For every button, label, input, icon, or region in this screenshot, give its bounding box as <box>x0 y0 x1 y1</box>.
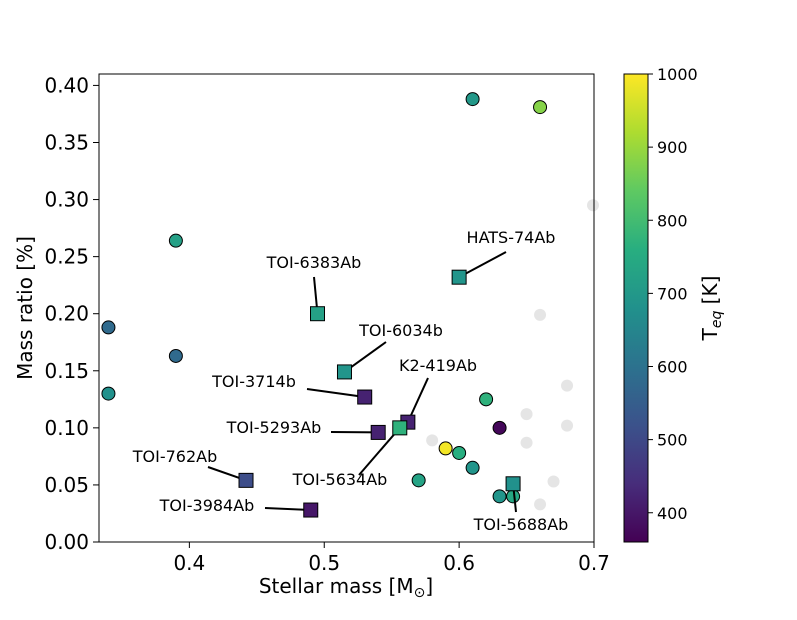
planet-circle-point <box>452 445 467 460</box>
planet-annotation-label: TOI-5293Ab <box>226 418 322 437</box>
planet-circle-point <box>168 233 183 248</box>
planet-square-point <box>303 502 319 518</box>
y-tick-label: 0.20 <box>44 302 89 326</box>
planet-annotation-label: TOI-6383Ab <box>266 253 362 272</box>
planet-square-point <box>357 389 373 405</box>
x-axis-title: Stellar mass [M⊙] <box>259 574 433 601</box>
background-point <box>426 434 439 447</box>
planet-circle-point <box>411 473 426 488</box>
colorbar-tick-label: 800 <box>657 211 688 230</box>
planet-circle-point <box>465 460 480 475</box>
y-tick-label: 0.10 <box>44 416 89 440</box>
planet-annotation-label: TOI-6034b <box>358 321 443 340</box>
planet-square-point <box>336 364 352 380</box>
colorbar-tick-label: 600 <box>657 358 688 377</box>
planet-circle-point <box>101 386 116 401</box>
annotation-line <box>358 427 401 476</box>
colorbar-tick-label: 400 <box>657 504 688 523</box>
plot-frame <box>98 73 595 543</box>
planet-circle-point <box>533 100 548 115</box>
y-tick-label: 0.15 <box>44 359 89 383</box>
planet-square-point <box>392 420 408 436</box>
background-point <box>520 436 533 449</box>
background-point <box>561 419 574 432</box>
background-point <box>534 498 547 511</box>
planet-circle-point <box>492 420 507 435</box>
y-tick-label: 0.30 <box>44 188 89 212</box>
planet-circle-point <box>101 320 116 335</box>
y-tick-label: 0.05 <box>44 473 89 497</box>
colorbar-tick-label: 700 <box>657 284 688 303</box>
colorbar-tick-label: 1000 <box>657 65 698 84</box>
planet-annotation-label: TOI-5688Ab <box>473 515 569 534</box>
colorbar-tick-label: 900 <box>657 138 688 157</box>
planet-annotation-label: HATS-74Ab <box>467 228 556 247</box>
background-point <box>534 308 547 321</box>
planet-square-point <box>505 476 521 492</box>
planet-circle-point <box>438 441 453 456</box>
x-tick-label: 0.5 <box>308 551 340 575</box>
planet-circle-point <box>479 392 494 407</box>
annotation-line <box>264 507 311 512</box>
planet-annotation-label: K2-419Ab <box>399 356 477 375</box>
planet-circle-point <box>492 489 507 504</box>
x-tick-label: 0.7 <box>578 551 610 575</box>
planet-circle-point <box>168 348 183 363</box>
colorbar-tick-label: 500 <box>657 431 688 450</box>
planet-annotation-label: TOI-3984Ab <box>159 496 255 515</box>
background-point <box>561 379 574 392</box>
y-axis-title: Mass ratio [%] <box>13 236 37 380</box>
planet-square-point <box>451 269 467 285</box>
colorbar <box>623 73 649 543</box>
colorbar-title: Teq [K] <box>698 276 725 342</box>
annotation-line <box>458 251 507 279</box>
planet-square-point <box>310 306 326 322</box>
background-point <box>587 199 599 212</box>
planet-circle-point <box>465 92 480 107</box>
y-tick-label: 0.00 <box>44 530 89 554</box>
y-tick-label: 0.25 <box>44 245 89 269</box>
planet-annotation-label: TOI-762Ab <box>132 447 218 466</box>
planet-annotation-label: TOI-3714b <box>211 372 296 391</box>
planet-square-point <box>370 424 386 440</box>
annotation-line <box>306 388 365 399</box>
x-tick-label: 0.6 <box>443 551 475 575</box>
y-tick-label: 0.35 <box>44 130 89 154</box>
x-tick-label: 0.4 <box>173 551 205 575</box>
planet-annotation-label: TOI-5634Ab <box>292 470 388 489</box>
y-tick-label: 0.40 <box>44 73 89 97</box>
planet-square-point <box>238 472 254 488</box>
background-point <box>520 408 533 421</box>
background-point <box>547 475 560 488</box>
